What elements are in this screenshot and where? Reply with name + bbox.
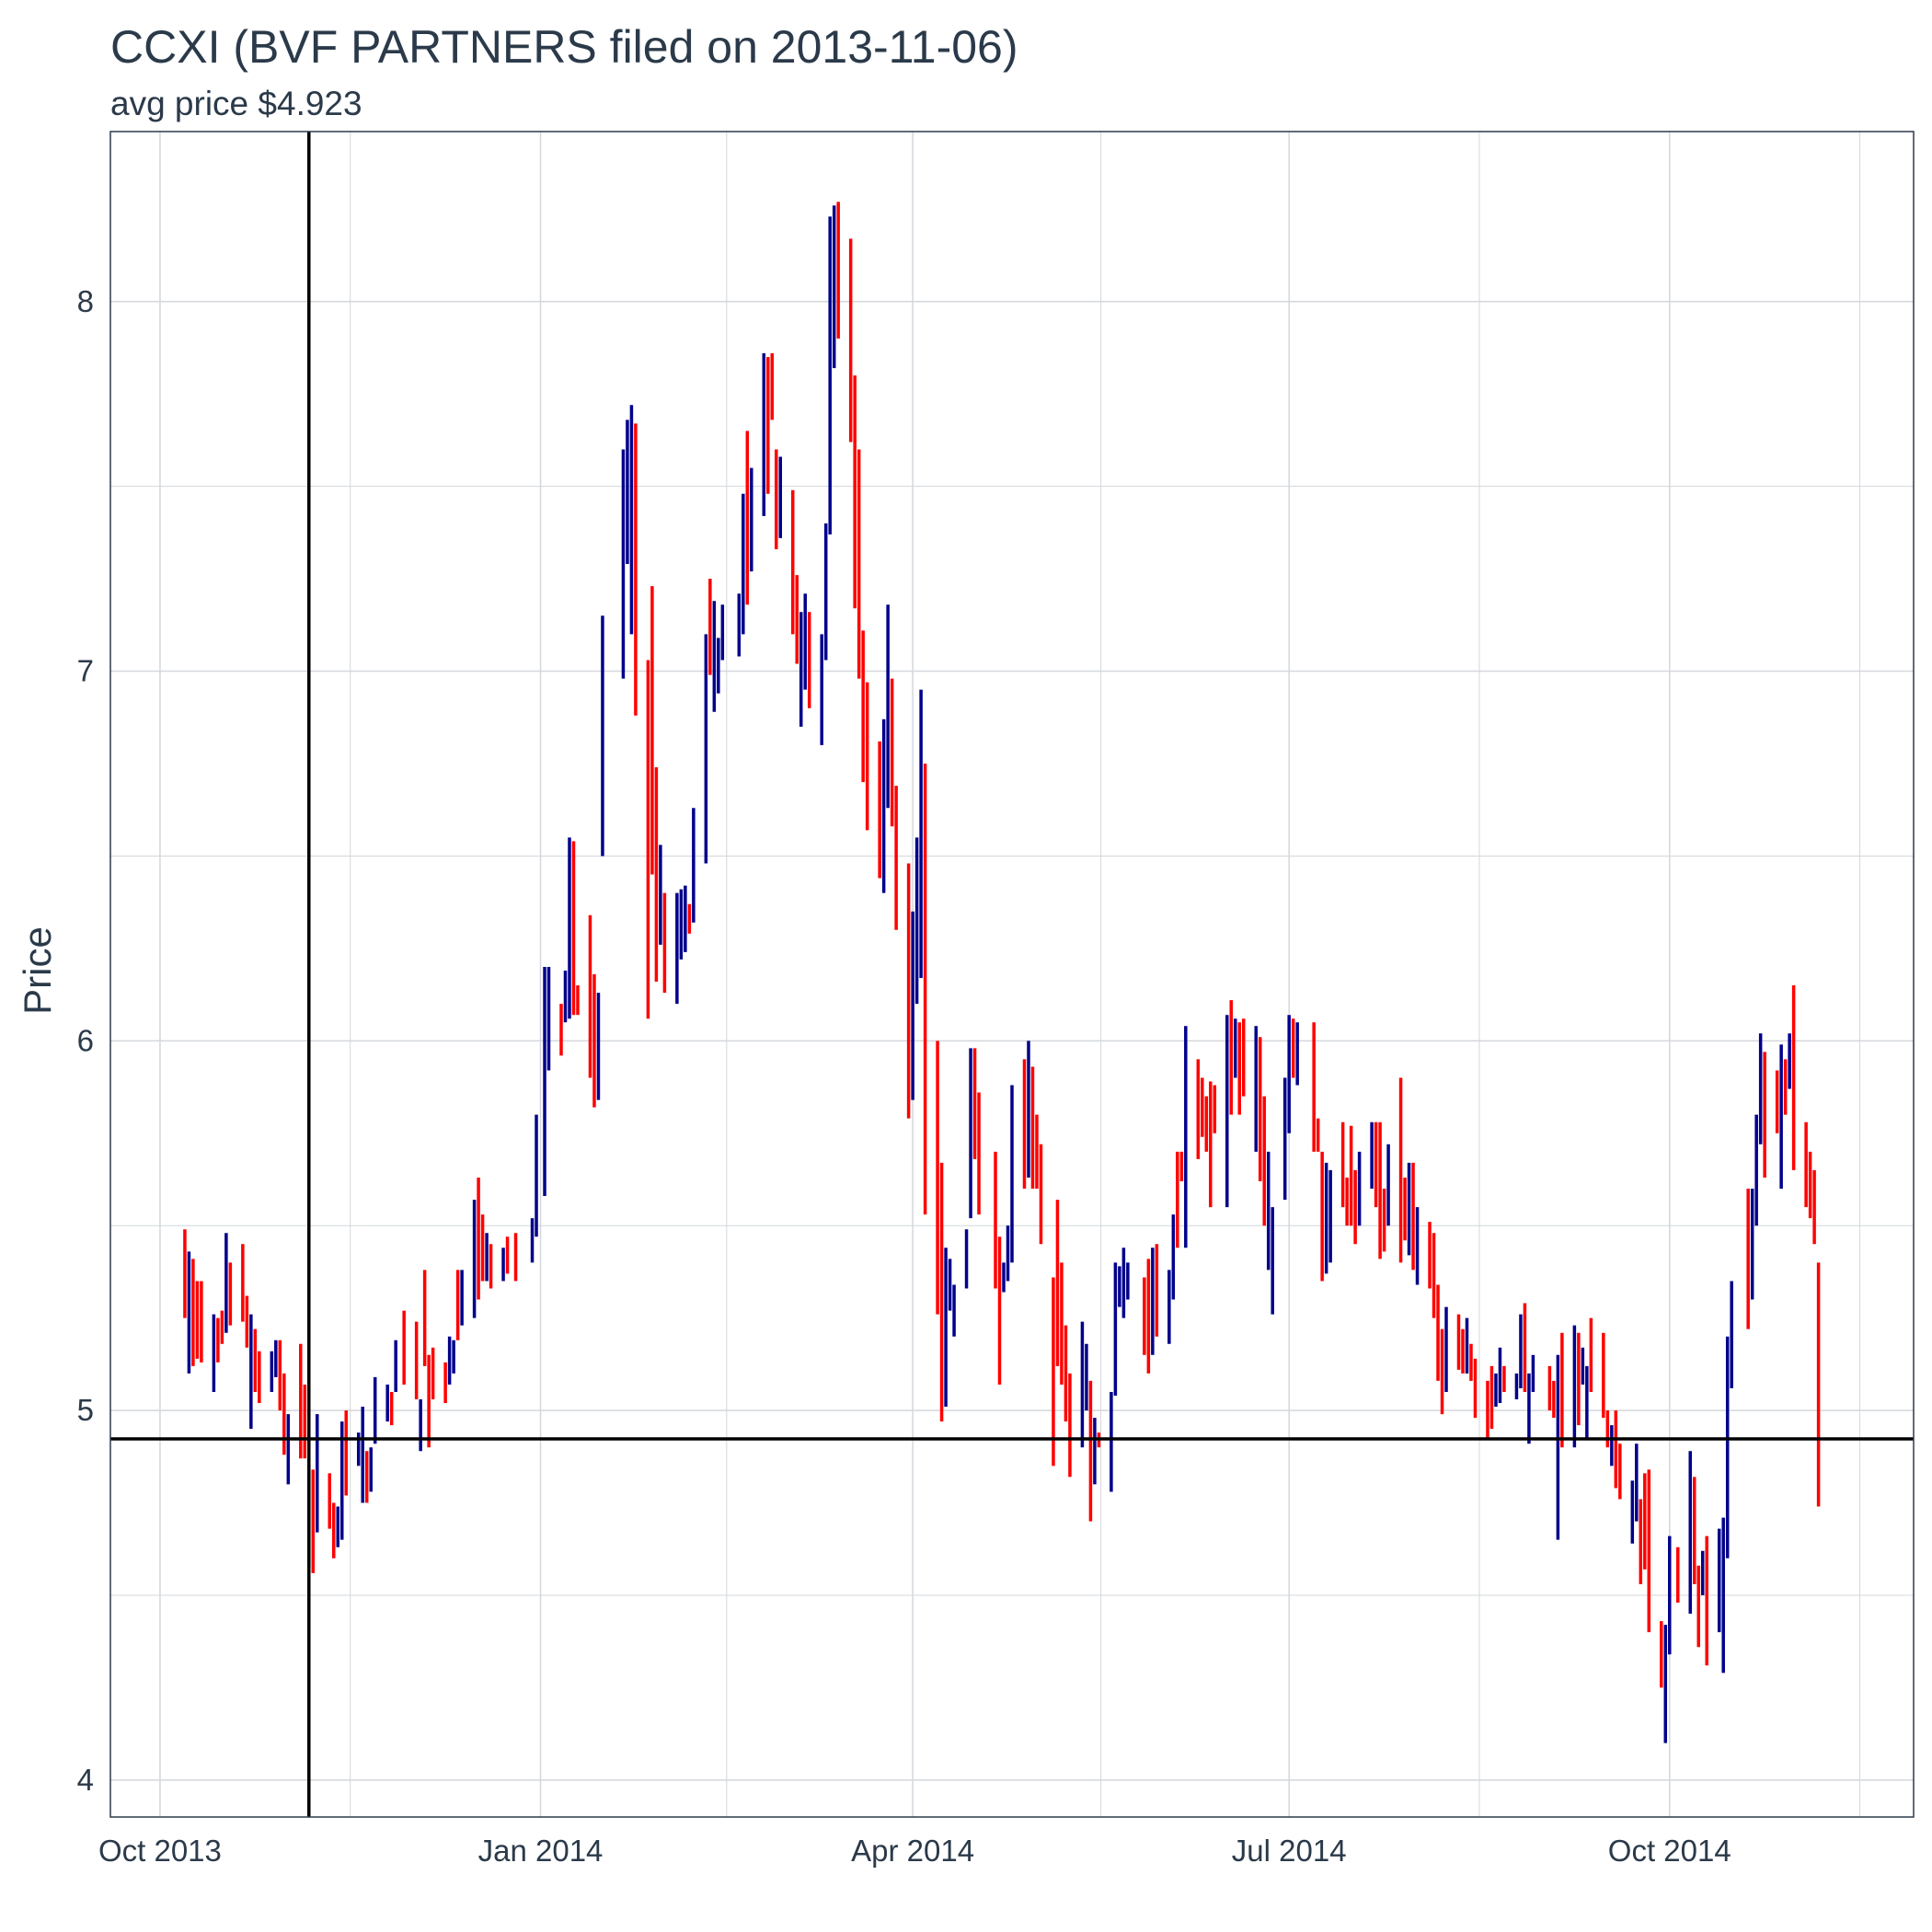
x-tick-label: Oct 2013 xyxy=(98,1834,222,1868)
x-tick-label: Jul 2014 xyxy=(1232,1834,1347,1868)
y-tick-label: 6 xyxy=(77,1023,94,1057)
chart-title: CCXI (BVF PARTNERS filed on 2013-11-06) xyxy=(110,21,1018,73)
x-tick-label: Apr 2014 xyxy=(851,1834,974,1868)
x-tick-label: Oct 2014 xyxy=(1608,1834,1731,1868)
x-tick-labels: Oct 2013 Jan 2014 Apr 2014 Jul 2014 Oct 2014 xyxy=(98,1834,1731,1868)
y-tick-label: 8 xyxy=(77,284,94,318)
y-tick-label: 7 xyxy=(77,654,94,688)
plot-frame xyxy=(109,131,1915,1818)
price-bars-layer xyxy=(183,201,1821,1743)
y-tick-labels: 4 5 6 7 8 xyxy=(77,284,94,1797)
x-tick-label: Jan 2014 xyxy=(478,1834,604,1868)
reference-lines-layer xyxy=(110,132,1914,1817)
y-tick-label: 5 xyxy=(77,1393,94,1427)
grid-layer xyxy=(110,132,1914,1817)
y-axis-title: Price xyxy=(16,926,59,1015)
y-tick-label: 4 xyxy=(77,1763,94,1797)
chart-subtitle: avg price $4.923 xyxy=(110,85,362,122)
